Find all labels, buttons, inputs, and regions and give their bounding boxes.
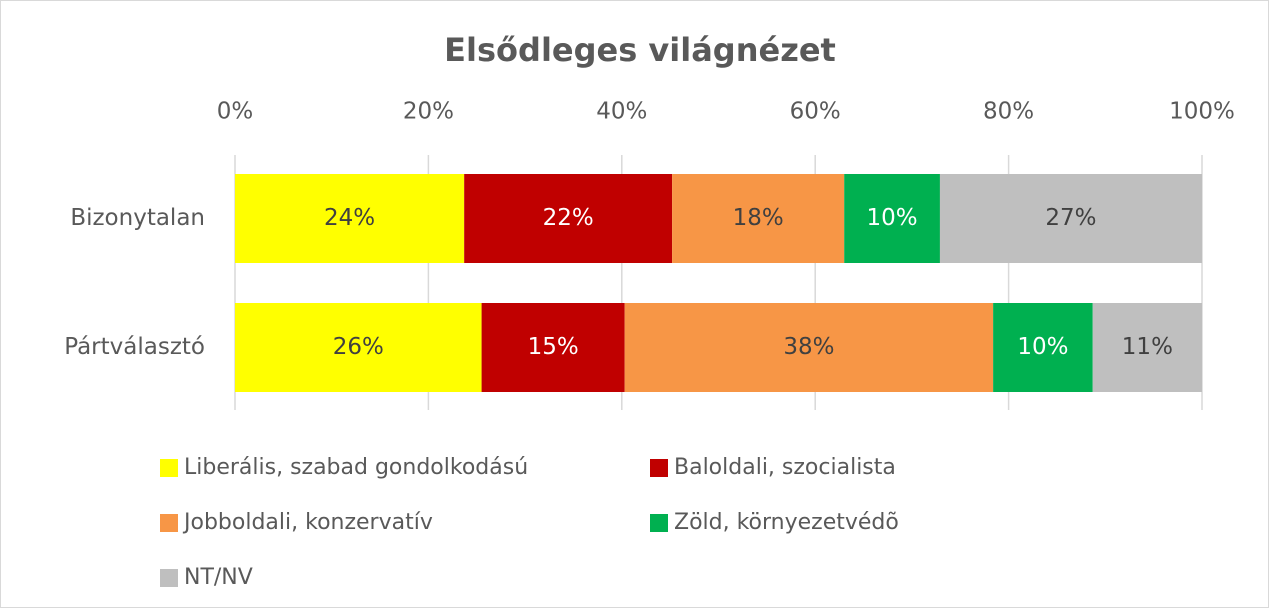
bar-segment: [235, 303, 482, 392]
bar-segment: [993, 303, 1093, 392]
legend-label: Jobboldali, konzervatív: [182, 510, 433, 535]
y-tick-label: Bizonytalan: [70, 205, 205, 231]
legend-swatch: [650, 459, 668, 477]
x-tick-label: 100%: [1169, 99, 1235, 125]
x-tick-label: 0%: [217, 99, 254, 125]
bar-segment: [624, 303, 994, 392]
y-tick-label: Pártválasztó: [64, 334, 205, 360]
bar-segment: [235, 174, 465, 263]
data-label: 18%: [733, 205, 784, 231]
legend-label: Liberális, szabad gondolkodású: [184, 455, 528, 480]
bar-segment: [672, 174, 845, 263]
x-tick-label: 80%: [983, 99, 1034, 125]
x-tick-label: 20%: [403, 99, 454, 125]
legend-swatch: [160, 569, 178, 587]
legend-label: NT/NV: [184, 565, 253, 590]
data-label: 26%: [333, 334, 384, 360]
bar-segment: [1092, 303, 1202, 392]
legend-swatch: [160, 514, 178, 532]
data-label: 38%: [783, 334, 834, 360]
data-label: 15%: [528, 334, 579, 360]
data-label: 10%: [1017, 334, 1068, 360]
bar-segment: [844, 174, 940, 263]
chart-title: Elsődleges világnézet: [444, 31, 836, 69]
legend-swatch: [650, 514, 668, 532]
data-label: 22%: [543, 205, 594, 231]
bar-segment: [464, 174, 673, 263]
x-tick-label: 60%: [790, 99, 841, 125]
legend-label: Baloldali, szocialista: [674, 455, 896, 480]
bar-segment: [939, 174, 1202, 263]
legend-label: Zöld, környezetvédõ: [674, 510, 899, 535]
data-label: 24%: [324, 205, 375, 231]
bar-segment: [481, 303, 625, 392]
x-tick-label: 40%: [596, 99, 647, 125]
data-label: 11%: [1122, 334, 1173, 360]
data-label: 10%: [867, 205, 918, 231]
legend-swatch: [160, 459, 178, 477]
data-label: 27%: [1045, 205, 1096, 231]
